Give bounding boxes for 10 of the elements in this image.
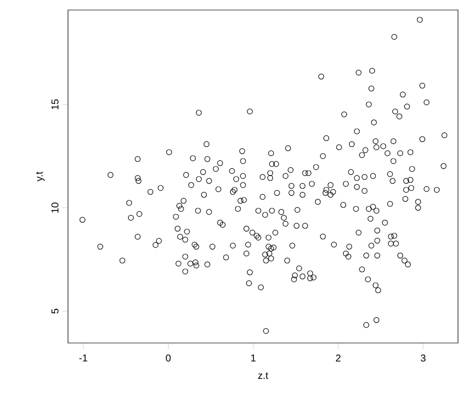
x-axis-title: z.t	[258, 372, 268, 379]
y-tick-label: 15	[52, 99, 58, 110]
x-tick-label: 3	[420, 354, 426, 362]
x-tick-label: -1	[79, 354, 88, 362]
x-tick-label: 2	[336, 354, 340, 362]
y-tick-label: 10	[51, 202, 58, 213]
y-tick-label: 5	[52, 308, 58, 314]
y-axis-title: y.t	[36, 172, 45, 182]
x-tick-label: 0	[166, 354, 171, 362]
x-tick-label: 1	[251, 354, 256, 362]
